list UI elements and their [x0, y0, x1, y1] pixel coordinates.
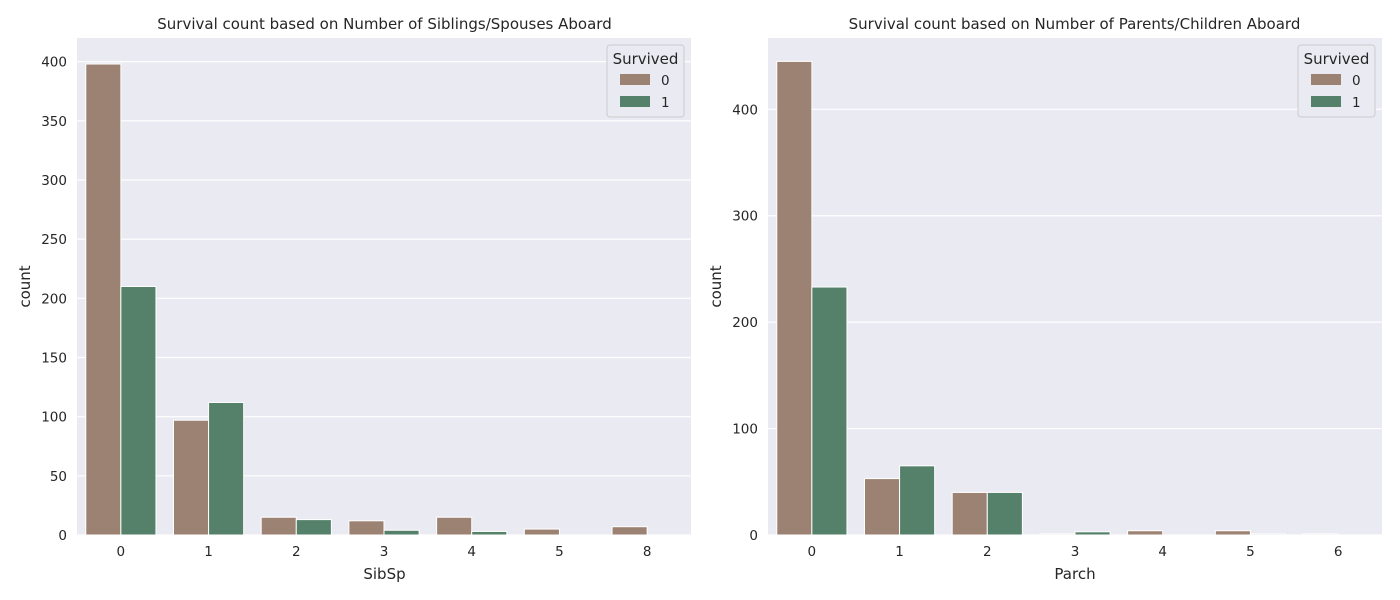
- x-tick-label: 1: [204, 544, 213, 560]
- y-tick-label: 200: [41, 291, 67, 307]
- bar-3-survived-1: [383, 529, 420, 536]
- x-tick-label: 3: [1071, 544, 1080, 560]
- legend: Survived 0 1: [1297, 44, 1376, 118]
- y-tick-label: 400: [41, 55, 67, 71]
- bar-1-survived-0: [863, 478, 901, 536]
- chart-parch: Survival count based on Number of Parent…: [707, 15, 1382, 583]
- y-tick-label: 250: [41, 232, 67, 248]
- bar-6-survived-0: [1302, 533, 1339, 536]
- x-tick-label: 8: [643, 544, 652, 560]
- x-axis-label: Parch: [1054, 565, 1095, 583]
- y-tick-label: 350: [41, 114, 67, 130]
- y-tick-label: 300: [732, 209, 758, 225]
- legend-swatch-1: [1311, 96, 1341, 107]
- y-tick-label: 100: [41, 410, 67, 426]
- bar-0-survived-1: [120, 286, 157, 536]
- x-tick-label: 0: [808, 544, 817, 560]
- bar-0-survived-0: [776, 60, 813, 536]
- legend-label-0: 0: [1352, 73, 1361, 89]
- y-tick-labels: 0 100 200 300 400: [732, 102, 758, 544]
- plot-area: [77, 38, 691, 535]
- bars: [776, 60, 1339, 536]
- bar-2-survived-0: [260, 516, 297, 536]
- chart-title: Survival count based on Number of Parent…: [849, 15, 1301, 33]
- legend-swatch-0: [620, 74, 650, 85]
- bar-3-survived-1: [1074, 531, 1111, 536]
- y-axis-label: count: [16, 265, 34, 307]
- y-tick-label: 400: [732, 102, 758, 118]
- plot-area: [768, 38, 1382, 535]
- x-tick-label: 5: [555, 544, 564, 560]
- bars: [85, 63, 648, 536]
- x-tick-label: 6: [1334, 544, 1343, 560]
- legend-label-1: 1: [1352, 95, 1361, 111]
- bar-2-survived-0: [951, 491, 988, 536]
- x-tick-labels: 0 1 2 3 4 5 6: [808, 544, 1343, 560]
- bar-0-survived-1: [811, 286, 848, 536]
- bar-4-survived-0: [436, 516, 473, 536]
- y-tick-label: 300: [41, 173, 67, 189]
- legend-title: Survived: [613, 50, 679, 68]
- y-tick-label: 0: [749, 528, 758, 544]
- y-tick-label: 100: [732, 422, 758, 438]
- legend-swatch-0: [1311, 74, 1341, 85]
- bar-0-survived-0: [85, 63, 122, 536]
- legend-title: Survived: [1304, 50, 1370, 68]
- bar-4-survived-0: [1127, 530, 1164, 536]
- bar-2-survived-1: [986, 491, 1023, 536]
- legend-label-1: 1: [661, 95, 670, 111]
- y-axis-label: count: [707, 265, 725, 307]
- y-tick-label: 150: [41, 351, 67, 367]
- x-tick-label: 4: [467, 544, 476, 560]
- chart-sibsp: Survival count based on Number of Siblin…: [16, 15, 691, 583]
- bar-1-survived-1: [208, 401, 245, 536]
- bar-5-survived-0: [523, 528, 560, 536]
- bar-5-survived-1: [1249, 533, 1287, 536]
- x-tick-label: 2: [292, 544, 301, 560]
- x-tick-label: 4: [1158, 544, 1167, 560]
- x-tick-label: 2: [983, 544, 992, 560]
- bar-2-survived-1: [295, 519, 332, 536]
- bar-1-survived-0: [172, 419, 210, 536]
- bar-8-survived-0: [611, 526, 648, 536]
- bar-3-survived-0: [1039, 533, 1076, 536]
- x-tick-label: 1: [895, 544, 904, 560]
- y-tick-label: 0: [58, 528, 67, 544]
- y-tick-labels: 0 50 100 150 200 250 300 350 400: [41, 55, 67, 544]
- x-tick-label: 3: [380, 544, 389, 560]
- y-tick-label: 50: [50, 469, 67, 485]
- chart-title: Survival count based on Number of Siblin…: [157, 15, 611, 33]
- bar-1-survived-1: [899, 465, 936, 536]
- legend-swatch-1: [620, 96, 650, 107]
- x-tick-labels: 0 1 2 3 4 5 8: [117, 544, 652, 560]
- x-tick-label: 0: [117, 544, 126, 560]
- x-axis-label: SibSp: [363, 565, 405, 583]
- x-tick-label: 5: [1246, 544, 1255, 560]
- bar-5-survived-0: [1214, 530, 1251, 536]
- bar-3-survived-0: [348, 520, 385, 536]
- bar-4-survived-1: [471, 530, 508, 536]
- y-tick-label: 200: [732, 315, 758, 331]
- legend-label-0: 0: [661, 73, 670, 89]
- legend: Survived 0 1: [606, 44, 685, 118]
